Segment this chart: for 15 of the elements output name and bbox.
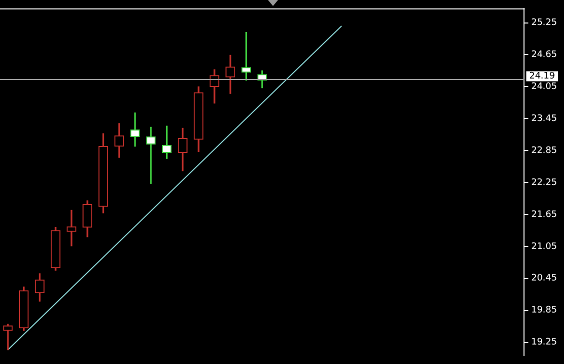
y-tick-label: 22.85 xyxy=(531,146,557,156)
candlestick xyxy=(130,112,140,147)
y-tick-label: 24.65 xyxy=(531,50,557,60)
y-tick-label: 23.45 xyxy=(531,114,557,124)
y-tick-label: 24.05 xyxy=(531,82,557,92)
ref-line-label: 24.19 xyxy=(529,72,556,82)
y-tick-label: 19.25 xyxy=(531,338,557,348)
y-tick-label: 21.05 xyxy=(531,242,557,252)
candlestick xyxy=(3,324,13,350)
y-tick-label: 21.65 xyxy=(531,210,557,220)
y-tick-label: 25.25 xyxy=(531,18,557,28)
y-tick-label: 22.25 xyxy=(531,178,557,188)
y-tick-label: 20.45 xyxy=(531,274,557,284)
candlestick xyxy=(66,210,76,246)
y-tick-label: 19.85 xyxy=(531,306,557,316)
